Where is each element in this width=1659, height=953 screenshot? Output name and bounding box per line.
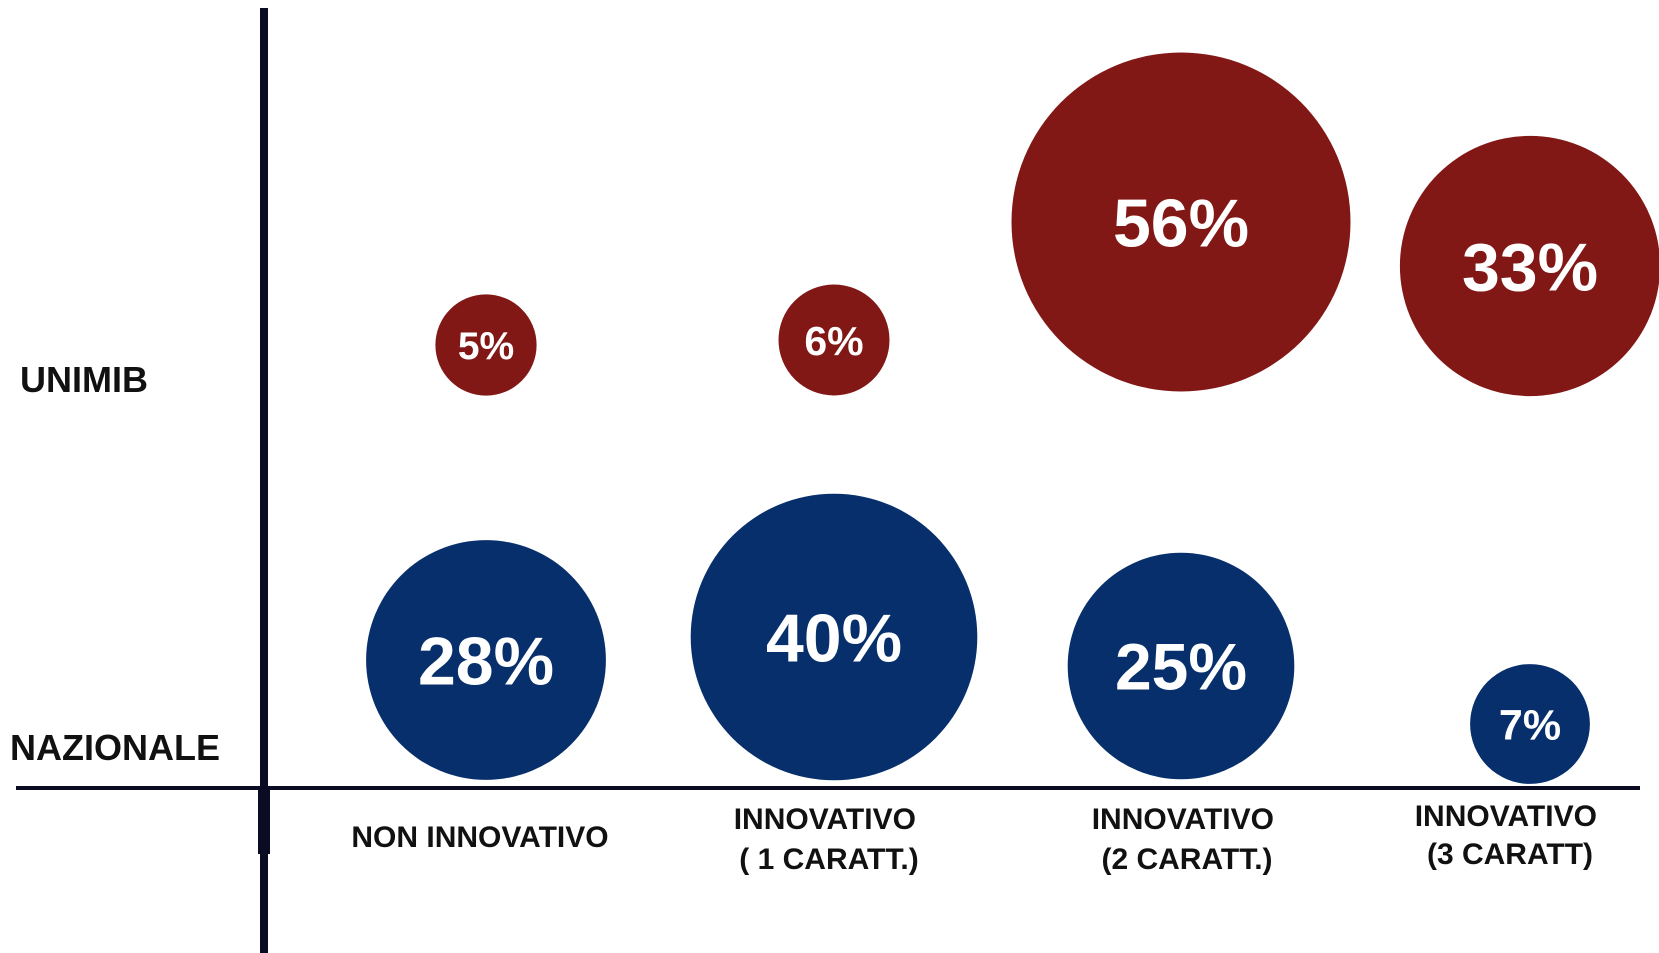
bubble-label-unimib-3: 56% — [1113, 185, 1249, 261]
row-label-nazionale: NAZIONALE — [10, 727, 220, 768]
row-label-unimib: UNIMIB — [20, 359, 148, 400]
category-label-innovativo-2: INNOVATIVO (2 CARATT.) — [1092, 803, 1283, 876]
bubbles-group: 5% 6% 56% 33% 28% 40% 25% 7% — [366, 52, 1659, 784]
bubble-label-unimib-1: 5% — [458, 325, 514, 368]
category-label-non-innovativo: NON INNOVATIVO — [351, 821, 608, 854]
category-label-line: (2 CARATT.) — [1101, 843, 1272, 876]
bubble-label-nazionale-1: 28% — [418, 623, 554, 699]
bubble-unimib-3 — [1011, 52, 1351, 392]
category-label-innovativo-3: INNOVATIVO (3 CARATT) — [1415, 800, 1606, 871]
axis-origin-tick — [258, 786, 270, 854]
bubble-nazionale-4 — [1470, 664, 1590, 784]
bubble-label-nazionale-4: 7% — [1499, 702, 1561, 750]
category-label-line: (3 CARATT) — [1427, 838, 1593, 871]
category-label-line: INNOVATIVO — [734, 803, 916, 836]
bubble-label-nazionale-2: 40% — [766, 600, 902, 676]
category-label-line: ( 1 CARATT.) — [739, 843, 918, 876]
bubble-nazionale-2 — [690, 493, 978, 781]
bubble-label-nazionale-3: 25% — [1115, 630, 1247, 704]
bubble-nazionale-1 — [366, 540, 606, 780]
category-label-line: INNOVATIVO — [1092, 803, 1274, 836]
category-label-innovativo-1: INNOVATIVO ( 1 CARATT.) — [734, 803, 925, 876]
bubble-label-unimib-4: 33% — [1462, 229, 1598, 305]
bubble-label-unimib-2: 6% — [804, 318, 863, 364]
bubble-nazionale-3 — [1067, 552, 1295, 780]
category-label-line: INNOVATIVO — [1415, 800, 1597, 833]
bubble-unimib-2 — [778, 284, 890, 396]
bubble-unimib-1 — [435, 294, 537, 396]
bubble-unimib-4 — [1399, 135, 1659, 397]
category-label-line: NON INNOVATIVO — [351, 821, 608, 854]
